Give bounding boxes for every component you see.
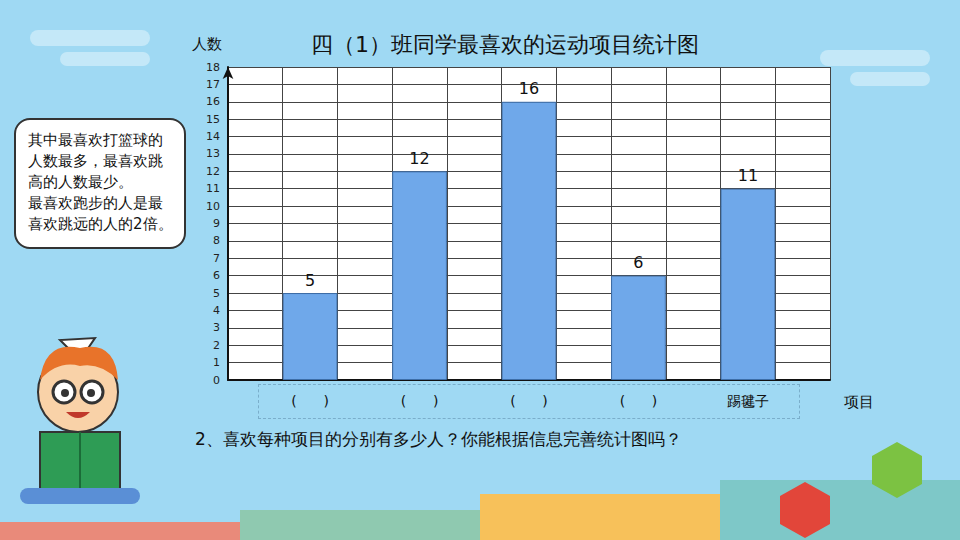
svg-text:人数: 人数: [192, 35, 222, 53]
svg-text:5: 5: [305, 271, 315, 290]
svg-text:18: 18: [206, 61, 220, 74]
svg-text:5: 5: [213, 287, 220, 300]
svg-text:12: 12: [206, 165, 220, 178]
svg-text:6: 6: [213, 269, 220, 282]
svg-text:8: 8: [213, 234, 220, 247]
svg-text:12: 12: [409, 149, 429, 168]
svg-text:10: 10: [206, 200, 220, 213]
svg-text:3: 3: [213, 321, 220, 334]
svg-text:17: 17: [206, 78, 220, 91]
svg-text:2: 2: [213, 339, 220, 352]
svg-text:项目: 项目: [844, 393, 874, 411]
svg-text:4: 4: [213, 304, 220, 317]
svg-text:16: 16: [519, 79, 539, 98]
html-text:其中最喜欢打篮球的人数最多，最喜欢跳高的人数最少。: 其中最喜欢打篮球的人数最多，最喜欢跳高的人数最少。: [28, 131, 163, 191]
svg-text:踢毽子: 踢毽子: [727, 393, 769, 409]
svg-text:1: 1: [213, 356, 220, 369]
html-text:最喜欢跑步的人是最喜欢跳远的人的2倍。: 最喜欢跑步的人是最喜欢跳远的人的2倍。: [28, 194, 173, 233]
svg-text:0: 0: [213, 374, 220, 387]
svg-text:( ): ( ): [401, 393, 439, 409]
svg-text:( ): ( ): [510, 393, 548, 409]
svg-text:9: 9: [213, 217, 220, 230]
svg-text:11: 11: [206, 182, 220, 195]
svg-text:6: 6: [633, 253, 643, 272]
svg-text:( ): ( ): [620, 393, 658, 409]
svg-text:( ): ( ): [291, 393, 329, 409]
svg-text:四（1）班同学最喜欢的运动项目统计图: 四（1）班同学最喜欢的运动项目统计图: [311, 32, 699, 57]
svg-text:13: 13: [206, 147, 220, 160]
svg-text:15: 15: [206, 113, 220, 126]
html-text:2、喜欢每种项目的分别有多少人？你能根据信息完善统计图吗？: 2、喜欢每种项目的分别有多少人？你能根据信息完善统计图吗？: [195, 429, 682, 449]
svg-text:14: 14: [206, 130, 220, 143]
svg-text:7: 7: [213, 252, 220, 265]
svg-text:16: 16: [206, 95, 220, 108]
svg-text:11: 11: [738, 166, 758, 185]
